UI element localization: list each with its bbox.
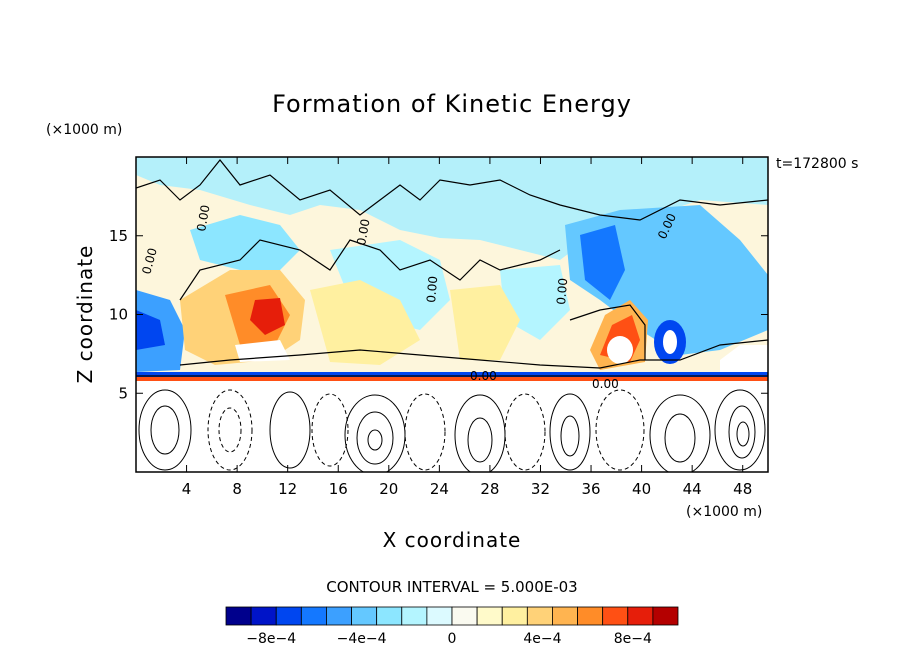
contour-label-8: 0.00	[592, 377, 619, 391]
x-tick-label: 32	[531, 480, 550, 498]
x-tick-label: 40	[632, 480, 651, 498]
field-region-cyan-upper	[136, 157, 768, 260]
colorbar-swatch	[627, 606, 654, 626]
colorbar-swatch	[552, 606, 578, 626]
field-lower-region	[136, 381, 768, 472]
colorbar-swatch	[351, 606, 378, 626]
colorbar-swatch	[451, 606, 478, 626]
plot-field: 0.00 0.00 0.00 0.00 0.00 0.00 0.00 0.00	[136, 157, 768, 472]
y-tick-label: 5	[118, 384, 128, 402]
field-interface-band-warm	[136, 377, 768, 381]
vortex-5	[344, 394, 406, 472]
vortex-2	[207, 389, 253, 471]
zero-contour-mid	[179, 239, 561, 301]
colorbar-tick-label: 4e−4	[523, 631, 561, 647]
x-axis-label: X coordinate	[383, 528, 522, 552]
field-region-warm-left-peak	[250, 298, 285, 335]
zero-contours	[136, 159, 768, 377]
vortex-1	[138, 389, 192, 471]
time-label: t=172800 s	[776, 156, 858, 172]
colorbar-tick-label: −8e−4	[246, 631, 296, 647]
colorbar-swatch	[426, 606, 453, 626]
field-region-warm-right	[450, 285, 520, 360]
vortex-4	[311, 393, 349, 467]
y-tick-label: 10	[109, 306, 128, 324]
chart-title: Formation of Kinetic Energy	[272, 90, 632, 118]
vortex-5-inner	[356, 411, 394, 465]
y-axis-label: Z coordinate	[73, 245, 97, 384]
zero-contour-right	[569, 304, 646, 360]
vortex-9	[549, 393, 591, 471]
colorbar-swatch	[501, 606, 528, 626]
vortex-12	[714, 389, 766, 471]
vortex-12-core	[736, 421, 750, 447]
field-region-blue-right-core	[580, 225, 625, 300]
vortex-6	[404, 393, 446, 471]
field-white-patch-right	[607, 336, 633, 364]
x-tick-label: 4	[182, 480, 192, 498]
colorbar-swatch	[250, 606, 277, 626]
colorbar-swatch	[225, 606, 252, 626]
vortex-7-inner	[467, 417, 493, 463]
colorbar-swatch	[577, 606, 604, 626]
field-region-warm-center	[310, 280, 420, 365]
vortex-12-inner	[728, 405, 756, 459]
x-tick-label: 48	[733, 480, 752, 498]
colorbar-tick-label: 8e−4	[614, 631, 652, 647]
field-region-blue-left-core	[136, 310, 165, 350]
contour-label-2: 0.00	[139, 246, 159, 275]
vortex-11-inner	[664, 413, 696, 463]
contour-label-6: 0.00	[554, 277, 570, 305]
vortex-10	[595, 389, 645, 471]
vortex-contours	[138, 389, 766, 472]
colorbar-swatch	[526, 606, 553, 626]
x-tick-label: 28	[480, 480, 499, 498]
vortex-11	[649, 394, 711, 472]
colorbar: −8e−4 −4e−4 0 4e−4 8e−4	[225, 606, 679, 647]
colorbar-tick-label: −4e−4	[337, 631, 387, 647]
field-white-patch-far-right	[720, 345, 768, 372]
contour-label-5: 0.00	[470, 369, 497, 383]
colorbar-swatch	[401, 606, 428, 626]
colorbar-swatch	[476, 606, 503, 626]
x-tick-label: 20	[379, 480, 398, 498]
vortex-7	[454, 394, 506, 472]
contour-label-4: 0.00	[424, 275, 440, 303]
colorbar-swatch	[652, 606, 679, 626]
vortex-2-inner	[218, 407, 242, 453]
contour-label-1: 0.00	[194, 204, 212, 233]
vortex-9-inner	[560, 415, 580, 457]
x-tick-label: 12	[278, 480, 297, 498]
x-tick-label: 8	[232, 480, 242, 498]
colorbar-swatch	[602, 606, 629, 626]
contour-label-3: 0.00	[354, 218, 372, 247]
field-interface-band	[136, 372, 768, 377]
vortex-8	[504, 393, 546, 471]
vortex-1-inner	[150, 405, 180, 455]
colorbar-swatch	[376, 606, 403, 626]
x-tick-label: 36	[581, 480, 600, 498]
colorbar-swatch	[300, 606, 327, 626]
field-region-cyan-patch-a	[190, 215, 300, 270]
x-tick-label: 24	[430, 480, 449, 498]
colorbar-tick-label: 0	[448, 631, 457, 647]
vortex-3	[269, 391, 311, 469]
y-unit-label: (×1000 m)	[46, 122, 122, 138]
colorbar-swatch	[275, 606, 302, 626]
x-tick-label: 44	[683, 480, 702, 498]
field-region-cyan-patch-b	[330, 240, 450, 330]
contour-interval-text: CONTOUR INTERVAL = 5.000E-03	[326, 578, 577, 596]
zero-contour-upper	[136, 159, 768, 221]
vortex-5-core	[367, 429, 383, 451]
y-tick-label: 15	[109, 227, 128, 245]
x-tick-label: 16	[329, 480, 348, 498]
colorbar-swatch	[326, 606, 352, 626]
zero-contour-lower	[179, 339, 768, 369]
field-blue-vortex-core	[663, 330, 677, 354]
x-unit-label: (×1000 m)	[686, 504, 762, 520]
